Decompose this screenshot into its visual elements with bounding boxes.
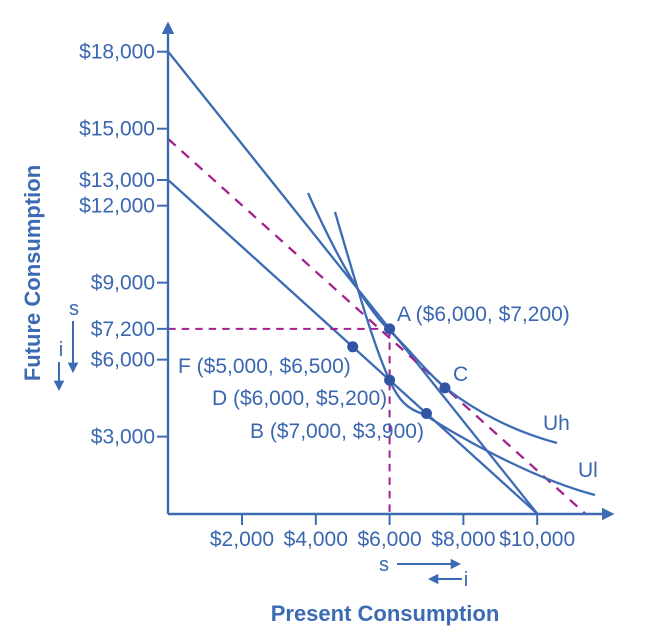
x-tick-label-2000: $2,000 bbox=[210, 528, 274, 551]
point-label-F: F ($5,000, $6,500) bbox=[178, 355, 351, 378]
y-tick-label-12000: $12,000 bbox=[79, 195, 155, 218]
y-tick-label-3000: $3,000 bbox=[91, 426, 155, 449]
annotation-label-saving-bottom: s bbox=[379, 554, 389, 576]
x-axis-title: Present Consumption bbox=[270, 601, 500, 626]
y-tick-label-6000: $6,000 bbox=[91, 349, 155, 372]
y-tick-label-15000: $15,000 bbox=[79, 118, 155, 141]
y-tick-label-18000: $18,000 bbox=[79, 41, 155, 64]
annotation-label-interest-left: i bbox=[59, 339, 63, 361]
point-label-D: D ($6,000, $5,200) bbox=[212, 387, 387, 410]
x-tick-label-6000: $6,000 bbox=[357, 528, 421, 551]
point-label-A: A ($6,000, $7,200) bbox=[397, 303, 570, 326]
point-F bbox=[347, 341, 359, 353]
x-tick-label-10000: $10,000 bbox=[499, 528, 575, 551]
indifference-curve-Ul bbox=[333, 211, 596, 497]
annotation-label-interest-bottom: i bbox=[464, 569, 468, 591]
indifference-curve-Uh bbox=[306, 192, 558, 445]
curve-label-Ul: Ul bbox=[578, 459, 598, 482]
point-label-C: C bbox=[453, 363, 468, 386]
substitution-effect-line bbox=[167, 138, 586, 515]
point-A bbox=[384, 323, 396, 335]
annotation-label-saving-left: s bbox=[69, 298, 79, 320]
x-tick-label-8000: $8,000 bbox=[431, 528, 495, 551]
point-D bbox=[384, 374, 396, 386]
point-label-B: B ($7,000, $3,900) bbox=[250, 420, 424, 443]
y-tick-label-13000: $13,000 bbox=[79, 169, 155, 192]
point-B bbox=[421, 408, 432, 420]
x-tick-label-4000: $4,000 bbox=[284, 528, 348, 551]
curve-label-Uh: Uh bbox=[543, 412, 570, 435]
point-C bbox=[439, 382, 451, 394]
y-tick-label-7200: $7,200 bbox=[91, 318, 155, 341]
y-axis-title: Future Consumption bbox=[20, 164, 45, 382]
y-tick-label-9000: $9,000 bbox=[91, 272, 155, 295]
